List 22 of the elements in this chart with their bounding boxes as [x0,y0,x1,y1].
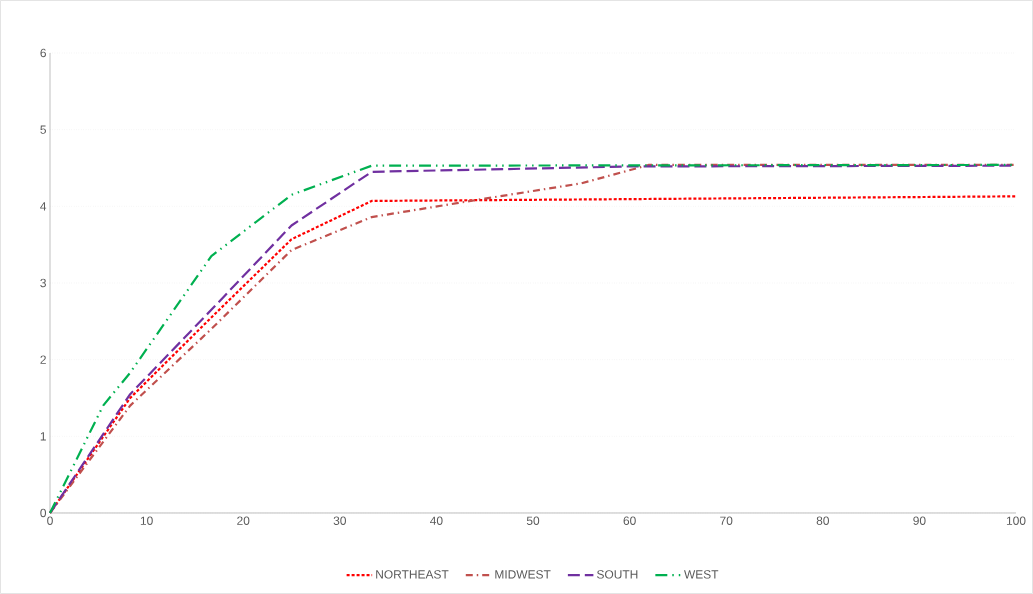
x-tick-label: 0 [47,516,53,525]
y-tick-label: 3 [40,278,46,288]
x-tick-label: 30 [333,516,346,525]
y-tick-label: 0 [40,508,47,518]
legend-label: NORTHEAST [376,570,449,579]
y-tick-label: 6 [40,48,46,58]
x-tick-label: 100 [1006,516,1026,525]
x-tick-label: 40 [430,516,443,525]
x-tick-label: 50 [526,516,540,525]
x-tick-label: 80 [816,516,829,525]
x-tick-label: 10 [140,516,153,525]
y-tick-label: 5 [40,125,46,134]
x-tick-label: 60 [623,516,636,525]
legend-label: SOUTH [597,570,638,579]
legend-label: WEST [684,570,719,579]
y-tick-label: 2 [40,355,46,364]
legend-label: MIDWEST [495,570,551,579]
x-tick-label: 70 [720,516,733,525]
x-tick-label: 90 [913,516,926,525]
y-tick-label: 1 [40,432,46,441]
y-tick-label: 4 [40,202,47,211]
x-tick-label: 20 [237,516,250,525]
